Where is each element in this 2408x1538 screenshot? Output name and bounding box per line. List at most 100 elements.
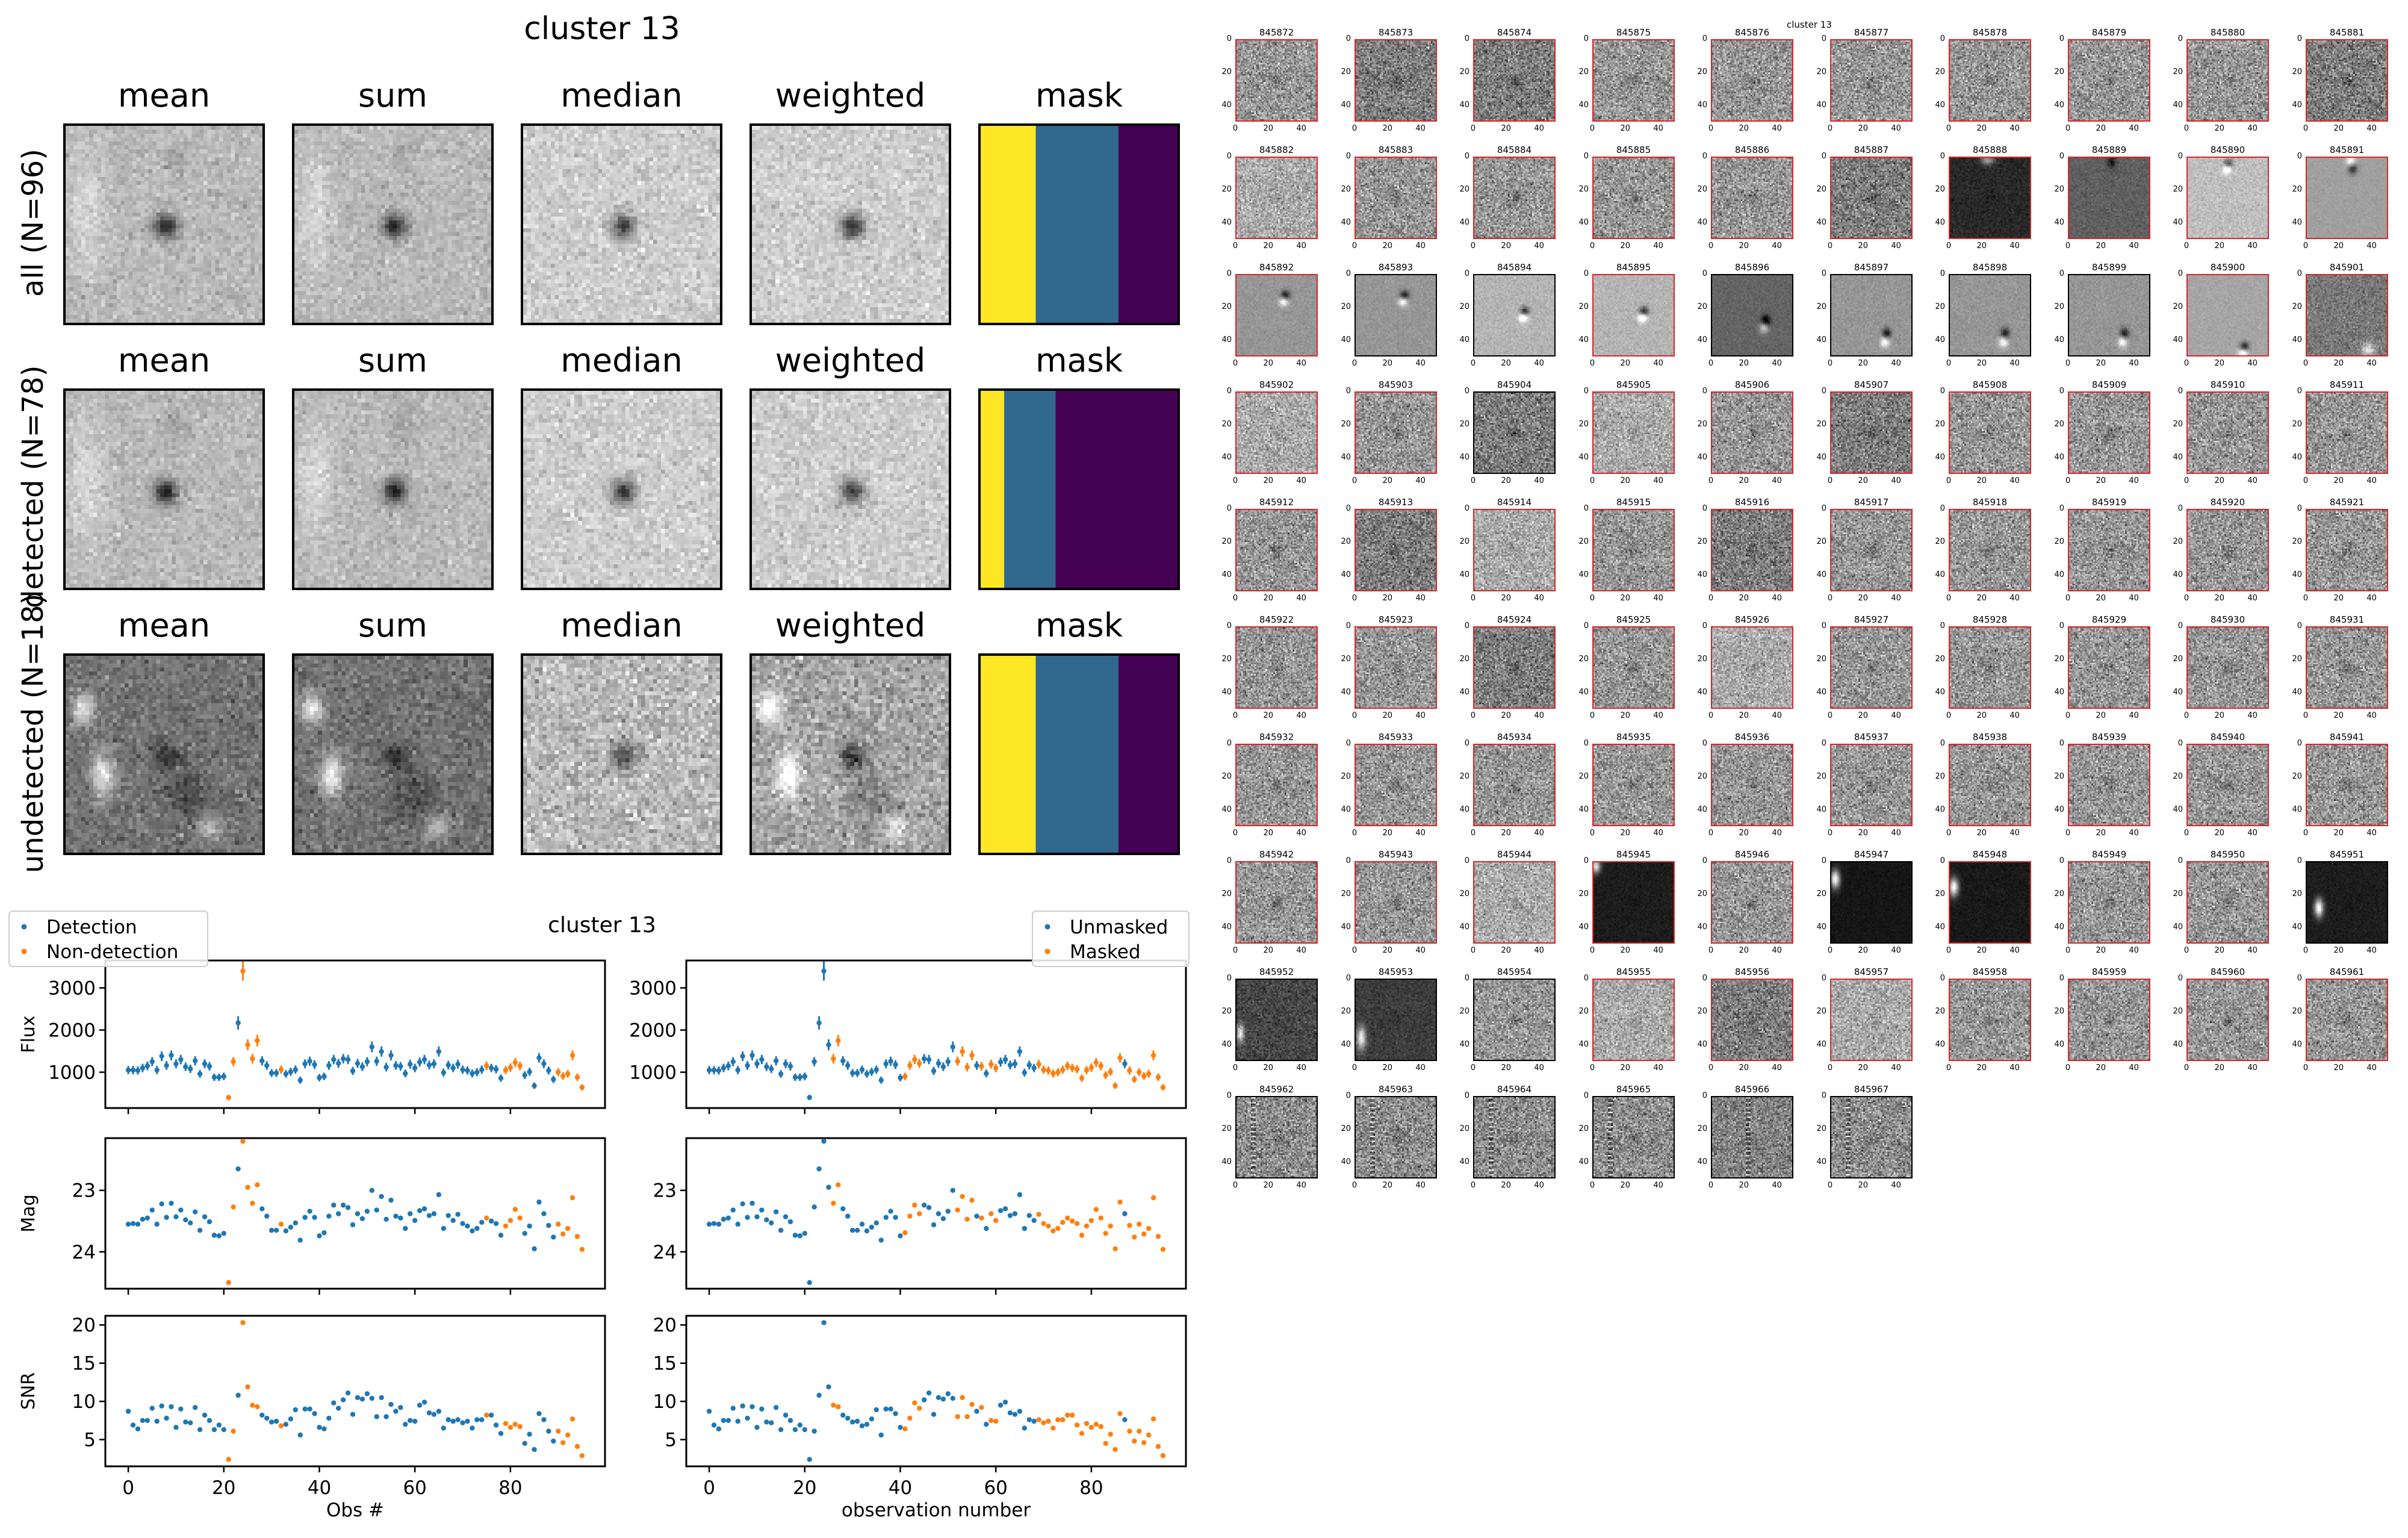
cutout-x-tick: 40 — [2009, 241, 2020, 251]
data-point — [1060, 1067, 1066, 1073]
stack-image — [294, 126, 491, 323]
cutout-x-tick: 20 — [1501, 946, 1512, 955]
cutout-y-tick: 0 — [2177, 974, 2183, 983]
cutout-id: 845901 — [2329, 262, 2365, 273]
cutout-x-tick: 20 — [2096, 241, 2106, 251]
data-point — [1060, 1417, 1066, 1422]
cutout-y-tick: 0 — [1226, 152, 1232, 161]
cutout-x-tick: 0 — [1589, 829, 1595, 838]
data-point — [926, 1205, 932, 1210]
data-point — [350, 1222, 356, 1228]
cutout-y-tick: 20 — [1341, 302, 1351, 311]
cutout-y-tick: 0 — [2059, 504, 2064, 513]
cutout-x-tick: 0 — [1946, 241, 1952, 251]
cutout-y-tick: 0 — [1702, 152, 1707, 161]
cutout-x-tick: 20 — [1739, 476, 1749, 485]
cutout-x-tick: 20 — [1976, 594, 1987, 603]
data-point — [1041, 1221, 1046, 1227]
cutout-image-detected — [2068, 391, 2150, 474]
cutout-y-tick: 20 — [2292, 889, 2302, 898]
cutout-y-tick: 40 — [2173, 687, 2183, 697]
data-point — [412, 1218, 418, 1223]
cutout-image-detected — [1235, 274, 1318, 356]
cutout-y-tick: 0 — [1940, 739, 1945, 748]
cutout-canvas — [2069, 627, 2149, 708]
data-point — [450, 1065, 456, 1071]
cutout-y-tick: 0 — [1464, 152, 1469, 161]
cutout-canvas — [2307, 627, 2387, 708]
y-tick-label: 20 — [653, 1315, 677, 1336]
data-point — [188, 1220, 193, 1226]
data-point — [206, 1063, 213, 1069]
cutout-x-tick: 40 — [1653, 594, 1663, 603]
cutout-x-tick: 20 — [1858, 124, 1869, 133]
cutout-x-tick: 0 — [1470, 946, 1476, 955]
cutout-y-tick: 0 — [1702, 504, 1707, 513]
cutout-x-tick: 20 — [2333, 124, 2344, 133]
cutout-x-tick: 20 — [1382, 359, 1393, 368]
data-point — [917, 1406, 922, 1411]
data-point — [278, 1221, 284, 1227]
cutout-y-tick: 20 — [1341, 419, 1351, 429]
cutout-y-tick: 20 — [1578, 184, 1589, 194]
cutout-id: 845915 — [1616, 497, 1651, 508]
data-point — [931, 1412, 937, 1417]
data-point — [532, 1083, 537, 1089]
cutout-x-tick: 40 — [1296, 1181, 1306, 1190]
data-point — [1127, 1068, 1132, 1073]
cutout-y-tick: 40 — [1459, 217, 1469, 227]
cutout-image-detected — [1235, 157, 1318, 239]
cutout-x-tick: 40 — [2129, 1063, 2139, 1073]
data-point — [974, 1409, 979, 1414]
cutout-image-undetected — [1711, 274, 1793, 356]
cutout-id: 845931 — [2329, 614, 2365, 625]
data-point — [1088, 1425, 1094, 1430]
data-point — [345, 1390, 351, 1396]
cutout-id: 845953 — [1378, 967, 1413, 977]
data-point — [436, 1192, 442, 1198]
data-point — [321, 1074, 327, 1079]
cutout-x-tick: 40 — [1296, 1063, 1306, 1073]
cutout-x-tick: 0 — [1827, 241, 1833, 251]
cutout-x-tick: 0 — [2065, 946, 2071, 955]
cutout-x-tick: 40 — [1891, 1063, 1901, 1073]
data-point — [849, 1070, 855, 1076]
data-point — [955, 1414, 960, 1419]
data-point — [921, 1203, 927, 1208]
data-point — [417, 1403, 423, 1408]
cutout-x-tick: 20 — [2333, 711, 2344, 720]
cutout-x-tick: 0 — [1827, 829, 1833, 838]
cutout-x-tick: 20 — [1976, 241, 1987, 251]
cutout-y-tick: 40 — [1935, 805, 1945, 814]
cutout-id: 845966 — [1734, 1084, 1770, 1095]
cutout-y-tick: 20 — [1935, 67, 1945, 76]
cutout-y-tick: 40 — [1697, 805, 1707, 814]
cutout-y-tick: 40 — [2054, 570, 2064, 579]
data-point — [1017, 1409, 1023, 1414]
cutout-x-tick: 20 — [1382, 946, 1393, 955]
data-point — [565, 1225, 571, 1231]
data-point — [431, 1412, 437, 1417]
cutout-y-tick: 40 — [1697, 922, 1707, 932]
data-point — [421, 1206, 427, 1212]
cutout-x-tick: 40 — [2247, 359, 2258, 368]
data-point — [998, 1059, 1004, 1065]
x-tick-label: 0 — [703, 1477, 715, 1499]
stack-panel-sum — [292, 388, 494, 590]
cutout-image-detected — [1592, 744, 1675, 826]
data-point — [551, 1077, 556, 1082]
data-point — [517, 1063, 523, 1069]
cutout-x-tick: 20 — [1620, 476, 1631, 485]
cutout-image-detected — [1592, 979, 1675, 1061]
cutout-x-tick: 20 — [2214, 946, 2225, 955]
cutout-y-tick: 0 — [1583, 34, 1589, 43]
stack-image — [752, 656, 949, 853]
data-point — [878, 1432, 884, 1438]
data-point — [883, 1061, 889, 1066]
cutout-x-tick: 20 — [1739, 829, 1749, 838]
data-point — [426, 1062, 432, 1068]
cutout-y-tick: 0 — [1345, 504, 1351, 513]
cutout-id: 845927 — [1854, 614, 1889, 625]
data-point — [460, 1221, 465, 1227]
cutout-x-tick: 0 — [2303, 359, 2309, 368]
